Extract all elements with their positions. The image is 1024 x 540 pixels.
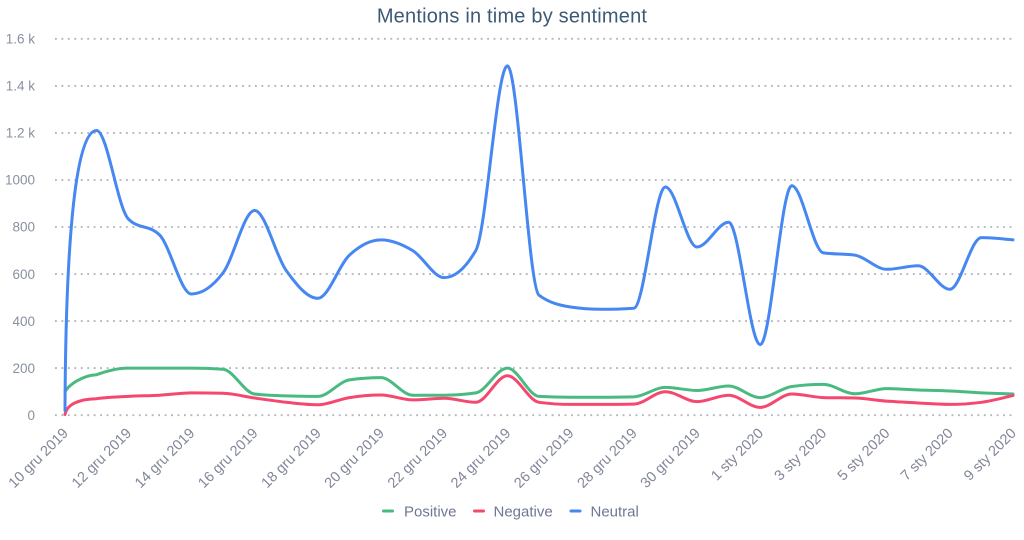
svg-text:1.4 k: 1.4 k [6,79,36,94]
svg-text:Positive: Positive [404,504,457,521]
svg-text:1.2 k: 1.2 k [6,126,36,141]
svg-text:1000: 1000 [5,173,35,188]
svg-text:Negative: Negative [494,504,553,521]
svg-text:0: 0 [27,408,35,423]
svg-text:1.6 k: 1.6 k [6,32,36,47]
svg-text:400: 400 [12,314,35,329]
svg-text:Mentions in time by sentiment: Mentions in time by sentiment [377,6,648,28]
svg-text:600: 600 [12,267,35,282]
svg-text:800: 800 [12,220,35,235]
svg-text:200: 200 [12,361,35,376]
svg-text:Neutral: Neutral [591,504,639,521]
